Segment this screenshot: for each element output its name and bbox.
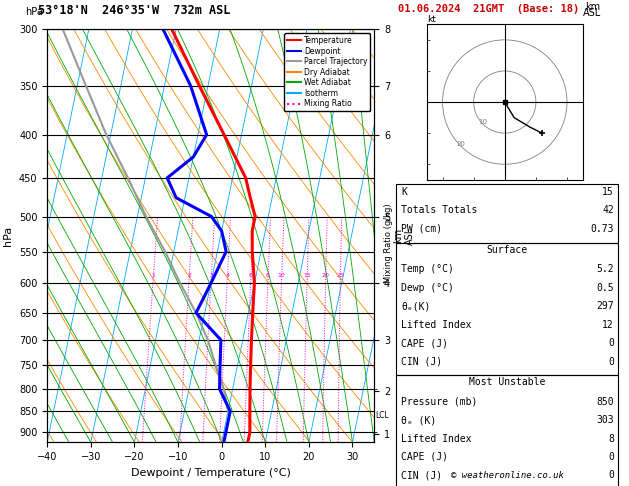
Text: LCL: LCL: [376, 411, 389, 420]
Text: 10: 10: [278, 273, 286, 278]
Text: Lifted Index: Lifted Index: [401, 320, 472, 330]
Text: 15: 15: [303, 273, 311, 278]
Y-axis label: km
ASL: km ASL: [393, 226, 415, 245]
Text: CIN (J): CIN (J): [401, 357, 442, 367]
Text: 8: 8: [266, 273, 270, 278]
Text: CAPE (J): CAPE (J): [401, 338, 448, 348]
Text: 0: 0: [608, 470, 614, 481]
Text: Temp (°C): Temp (°C): [401, 264, 454, 275]
Text: kt: kt: [427, 15, 436, 24]
Text: Pressure (mb): Pressure (mb): [401, 397, 477, 407]
Text: 12: 12: [602, 320, 614, 330]
Text: 0: 0: [608, 357, 614, 367]
Text: 25: 25: [337, 273, 344, 278]
Text: K: K: [401, 187, 407, 197]
Text: 1: 1: [152, 273, 155, 278]
Text: 0: 0: [608, 452, 614, 462]
Text: 4: 4: [225, 273, 230, 278]
Text: 297: 297: [596, 301, 614, 312]
Text: 303: 303: [596, 415, 614, 425]
Text: PW (cm): PW (cm): [401, 224, 442, 234]
X-axis label: Dewpoint / Temperature (°C): Dewpoint / Temperature (°C): [131, 468, 291, 478]
Text: 0: 0: [608, 338, 614, 348]
Text: θₑ(K): θₑ(K): [401, 301, 431, 312]
Y-axis label: hPa: hPa: [3, 226, 13, 246]
Text: 15: 15: [602, 187, 614, 197]
Text: Lifted Index: Lifted Index: [401, 434, 472, 444]
Text: 0.73: 0.73: [591, 224, 614, 234]
Text: 850: 850: [596, 397, 614, 407]
Text: Surface: Surface: [486, 245, 528, 255]
Text: 0.5: 0.5: [596, 283, 614, 293]
Text: ASL: ASL: [582, 8, 601, 18]
Text: km: km: [586, 2, 601, 12]
Text: 01.06.2024  21GMT  (Base: 18): 01.06.2024 21GMT (Base: 18): [398, 3, 579, 14]
Text: 6: 6: [249, 273, 253, 278]
Text: CAPE (J): CAPE (J): [401, 452, 448, 462]
Text: 53°18'N  246°35'W  732m ASL: 53°18'N 246°35'W 732m ASL: [38, 4, 230, 17]
Text: 20: 20: [322, 273, 330, 278]
Text: 42: 42: [602, 205, 614, 215]
Text: θₑ (K): θₑ (K): [401, 415, 437, 425]
Text: 10: 10: [479, 119, 487, 125]
Text: 5.2: 5.2: [596, 264, 614, 275]
Text: Mixing Ratio (g/kg): Mixing Ratio (g/kg): [384, 203, 392, 283]
Text: © weatheronline.co.uk: © weatheronline.co.uk: [450, 471, 564, 480]
Text: 20: 20: [457, 140, 465, 147]
Text: Dewp (°C): Dewp (°C): [401, 283, 454, 293]
Text: 3: 3: [209, 273, 213, 278]
Legend: Temperature, Dewpoint, Parcel Trajectory, Dry Adiabat, Wet Adiabat, Isotherm, Mi: Temperature, Dewpoint, Parcel Trajectory…: [284, 33, 370, 111]
Text: hPa: hPa: [25, 7, 43, 17]
Text: Totals Totals: Totals Totals: [401, 205, 477, 215]
Text: CIN (J): CIN (J): [401, 470, 442, 481]
Text: 8: 8: [608, 434, 614, 444]
Text: Most Unstable: Most Unstable: [469, 377, 545, 387]
Text: 2: 2: [187, 273, 191, 278]
